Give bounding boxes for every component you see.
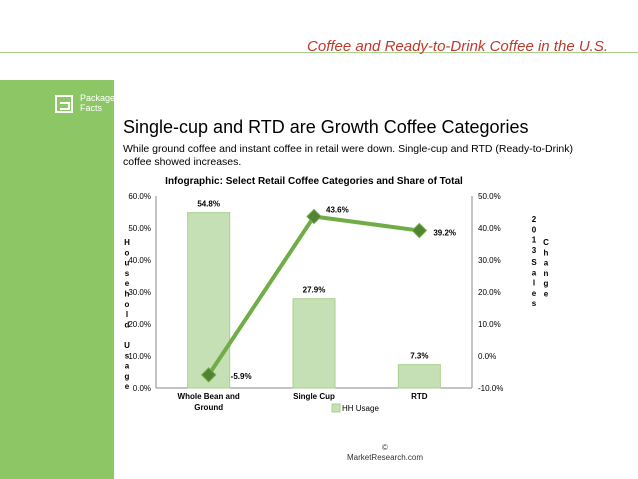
- logo-line-2: Facts: [80, 103, 103, 113]
- logo-icon: [55, 95, 73, 113]
- page-header: Coffee and Ready-to-Drink Coffee in the …: [307, 38, 608, 55]
- footer-copyright: ©: [382, 443, 388, 452]
- y-tick-label-right: 40.0%: [478, 224, 501, 233]
- bar-1: [292, 298, 336, 389]
- coffee-chart: Infographic: Select Retail Coffee Catego…: [124, 176, 549, 413]
- y-tick-label-right: -10.0%: [478, 384, 503, 393]
- slide-subtext: While ground coffee and instant coffee i…: [123, 143, 573, 168]
- bar-data-label: 7.3%: [410, 352, 428, 361]
- line-data-label: 43.6%: [326, 205, 349, 214]
- header-rule: [0, 52, 638, 53]
- y-tick-label-left: 20.0%: [128, 320, 151, 329]
- y-tick-label-right: 20.0%: [478, 288, 501, 297]
- y-tick-label-right: 10.0%: [478, 320, 501, 329]
- bar-data-label: 54.8%: [197, 200, 220, 209]
- legend-swatch: [331, 403, 341, 413]
- line-marker-0: [200, 367, 217, 383]
- line-data-label: -5.9%: [231, 372, 252, 381]
- line-marker-2: [411, 222, 428, 239]
- y-tick-label-left: 60.0%: [128, 192, 151, 201]
- x-tick-label: Whole Bean and Ground: [178, 392, 240, 412]
- y-tick-label-left: 0.0%: [133, 384, 151, 393]
- y-tick-label-left: 50.0%: [128, 224, 151, 233]
- footer-source: MarketResearch.com: [346, 453, 424, 462]
- bar-0: [187, 212, 231, 389]
- footer: © MarketResearch.com: [330, 443, 440, 463]
- slide-headline: Single-cup and RTD are Growth Coffee Cat…: [123, 117, 529, 137]
- x-tick-label: RTD: [411, 392, 428, 401]
- line-marker-1: [306, 208, 322, 225]
- y-tick-label-left: 40.0%: [128, 256, 151, 265]
- y-tick-label-right: 30.0%: [478, 256, 501, 265]
- chart-title: Infographic: Select Retail Coffee Catego…: [165, 176, 463, 187]
- bar-2: [397, 364, 441, 389]
- logo-line-1: Packaged: [80, 93, 121, 103]
- line-data-label: 39.2%: [433, 229, 456, 238]
- bar-data-label: 27.9%: [303, 286, 326, 295]
- legend-label: HH Usage: [342, 404, 379, 413]
- y-tick-label-left: 10.0%: [128, 352, 151, 361]
- sidebar-band: [0, 80, 114, 479]
- y-tick-label-left: 30.0%: [128, 288, 151, 297]
- x-tick-label: Single Cup: [293, 392, 335, 401]
- y-tick-label-right: 50.0%: [478, 192, 501, 201]
- y-tick-label-right: 0.0%: [478, 352, 496, 361]
- logo-text: Packaged Facts: [80, 93, 120, 113]
